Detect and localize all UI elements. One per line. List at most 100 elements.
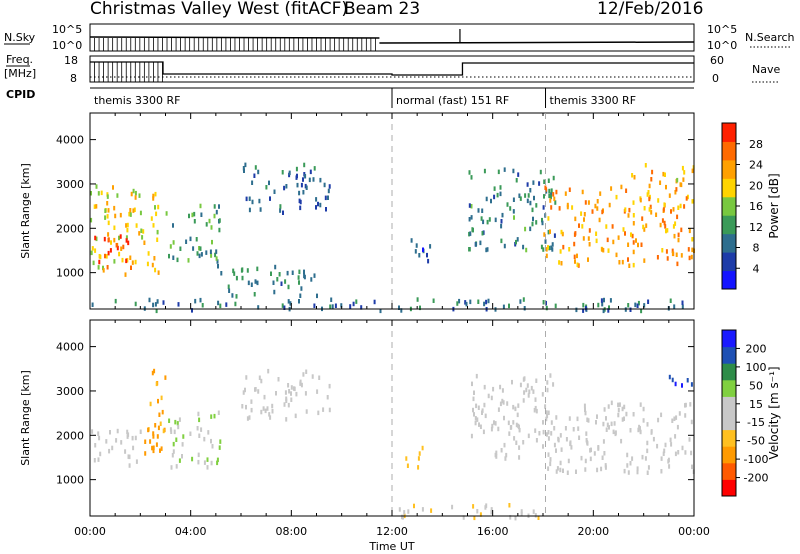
- heatmap-cell: [686, 194, 689, 200]
- colorbar-swatch: [722, 396, 736, 414]
- heatmap-cell: [168, 418, 171, 423]
- heatmap-cell: [170, 429, 173, 434]
- nsearch-label: N.Search: [745, 31, 795, 44]
- heatmap-cell: [623, 404, 626, 410]
- heatmap-cell: [575, 469, 577, 474]
- heatmap-cell: [589, 456, 592, 462]
- heatmap-cell: [162, 428, 165, 434]
- heatmap-cell: [615, 252, 618, 258]
- heatmap-cell: [262, 406, 265, 411]
- heatmap-cell: [624, 207, 627, 212]
- heatmap-cell: [632, 240, 635, 245]
- time-tick-label: 08:00: [275, 525, 307, 538]
- heatmap-cell: [574, 259, 576, 264]
- heatmap-cell: [209, 249, 212, 254]
- heatmap-cell: [639, 197, 642, 203]
- heatmap-cell: [631, 173, 634, 178]
- heatmap-cell: [287, 284, 290, 290]
- heatmap-cell: [474, 420, 477, 426]
- colorbar-label: Velocity [m s⁻¹]: [767, 366, 781, 459]
- heatmap-cell: [635, 238, 637, 243]
- heatmap-cell: [690, 419, 693, 425]
- heatmap-cell: [135, 459, 138, 464]
- heatmap-cell: [284, 390, 287, 395]
- heatmap-cell: [270, 271, 272, 276]
- heatmap-cell: [549, 229, 551, 234]
- heatmap-cell: [129, 255, 132, 260]
- heatmap-cell: [195, 237, 198, 242]
- nsky-tick-bottom: 10^0: [52, 39, 82, 52]
- heatmap-cell: [417, 456, 420, 461]
- heatmap-cell: [629, 307, 632, 312]
- heatmap-cell: [228, 288, 231, 293]
- heatmap-cell: [580, 211, 583, 216]
- heatmap-cell: [125, 223, 128, 228]
- heatmap-cell: [512, 420, 515, 425]
- heatmap-cell: [200, 427, 203, 432]
- heatmap-cell: [263, 394, 266, 400]
- heatmap-cell: [684, 450, 687, 455]
- heatmap-cell: [254, 165, 257, 170]
- heatmap-cell: [152, 448, 155, 454]
- heatmap-cell: [644, 163, 647, 168]
- heatmap-cell: [211, 239, 213, 245]
- heatmap-cell: [118, 251, 121, 257]
- heatmap-cell: [547, 452, 550, 457]
- heatmap-cell: [210, 253, 213, 258]
- date-label: 12/Feb/2016: [597, 0, 703, 19]
- heatmap-cell: [621, 406, 624, 412]
- heatmap-cell: [245, 404, 247, 410]
- heatmap-cell: [681, 300, 684, 305]
- heatmap-cell: [681, 383, 683, 388]
- power-colorbar: 28 24 20 16 12 8 4 Power [dB]: [721, 122, 781, 290]
- heatmap-cell: [289, 301, 292, 306]
- heatmap-cell: [417, 465, 420, 470]
- heatmap-cell: [400, 308, 403, 313]
- heatmap-cell: [132, 188, 135, 194]
- heatmap-cell: [646, 422, 649, 427]
- heatmap-cell: [690, 254, 693, 260]
- heatmap-cell: [126, 429, 129, 435]
- heatmap-cell: [470, 215, 473, 220]
- colorbar-swatch: [722, 363, 736, 381]
- heatmap-cell: [271, 409, 274, 414]
- heatmap-cell: [596, 414, 598, 419]
- heatmap-cell: [253, 292, 256, 297]
- heatmap-cell: [122, 244, 125, 250]
- colorbar-tick-label: -15: [747, 416, 765, 429]
- heatmap-cell: [674, 381, 677, 387]
- heatmap-cell: [620, 184, 623, 190]
- heatmap-cell: [218, 227, 221, 233]
- heatmap-cell: [256, 280, 259, 286]
- heatmap-cell: [290, 391, 292, 396]
- heatmap-cell: [210, 225, 213, 230]
- colorbar-tick-label: -200: [744, 472, 769, 485]
- heatmap-cell: [273, 189, 276, 194]
- freq-line: [90, 61, 694, 76]
- heatmap-cell: [188, 213, 190, 219]
- heatmap-cell: [213, 213, 216, 219]
- heatmap-cell: [164, 375, 167, 380]
- heatmap-cell: [298, 190, 301, 196]
- heatmap-cell: [142, 229, 145, 234]
- heatmap-cell: [107, 208, 110, 213]
- heatmap-cell: [599, 191, 602, 196]
- heatmap-cell: [317, 201, 319, 207]
- heatmap-cell: [534, 513, 537, 518]
- heatmap-cell: [482, 230, 485, 235]
- heatmap-cell: [656, 443, 659, 449]
- heatmap-cell: [649, 204, 652, 210]
- heatmap-cell: [642, 418, 645, 423]
- heatmap-cell: [276, 277, 279, 282]
- heatmap-cell: [515, 422, 518, 428]
- heatmap-cell: [593, 451, 596, 456]
- heatmap-cell: [206, 457, 209, 462]
- heatmap-cell: [569, 440, 572, 445]
- heatmap-cell: [179, 246, 182, 251]
- heatmap-cell: [646, 192, 649, 197]
- heatmap-cell: [617, 235, 620, 240]
- velocity-panel: 1000 2000 3000 4000 Slant Range [km] 200 100…: [19, 319, 781, 521]
- colorbar-swatch: [722, 233, 736, 253]
- heatmap-cell: [639, 426, 641, 431]
- heatmap-cell: [302, 190, 305, 195]
